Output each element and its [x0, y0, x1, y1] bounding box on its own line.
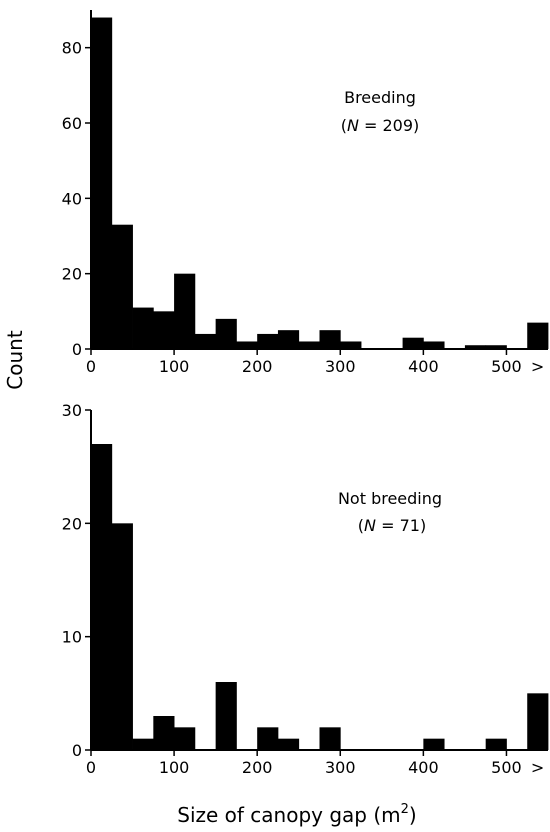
breeding-bar-75: [153, 311, 175, 349]
not-breeding-y-tick-label-10: 10: [62, 628, 82, 647]
not-breeding-bars: [91, 444, 549, 750]
breeding-bar-225: [277, 330, 300, 349]
breeding-x-tick-label-200: 200: [242, 357, 273, 376]
breeding-overflow-marker: >: [531, 357, 544, 376]
x-axis-title-close: ): [409, 803, 417, 827]
breeding-y-tick-label-20: 20: [62, 265, 82, 284]
breeding-y-tick-label-60: 60: [62, 114, 82, 133]
not-breeding-x-tick-label-500: 500: [491, 758, 522, 777]
x-axis-title-superscript: 2: [401, 802, 409, 817]
breeding-bar-450: [464, 345, 487, 349]
breeding-x-tick-label-500: 500: [491, 357, 522, 376]
breeding-x-tick-label-100: 100: [159, 357, 190, 376]
breeding-annotation-title: Breeding: [344, 88, 416, 107]
y-axis-title: Count: [3, 330, 27, 390]
not-breeding-x-tick-label-100: 100: [159, 758, 190, 777]
breeding-bars: [91, 17, 549, 350]
breeding-bar-250: [298, 341, 320, 349]
not-breeding-annotation-n: (N = 71): [358, 516, 426, 535]
not-breeding-bar-525: [527, 693, 549, 750]
not-breeding-bar-200: [257, 727, 279, 750]
not-breeding-bar-100: [174, 727, 196, 750]
breeding-bar-275: [319, 330, 341, 349]
breeding-x-tick-label-300: 300: [325, 357, 356, 376]
not-breeding-bar-150: [215, 682, 237, 750]
breeding-y-tick-label-40: 40: [62, 189, 82, 208]
breeding-bar-475: [485, 345, 507, 349]
breeding-bar-375: [402, 337, 424, 349]
breeding-n-symbol: N: [347, 116, 359, 135]
not-breeding-bar-75: [153, 716, 175, 750]
not-breeding-bar-0: [91, 444, 113, 750]
not-breeding-annotation-title: Not breeding: [338, 489, 442, 508]
breeding-axes: 0 20 40 60 80 0 100 200 300 400 500 >: [62, 10, 548, 376]
breeding-y-tick-label-0: 0: [72, 340, 82, 359]
breeding-bar-0: [91, 17, 113, 350]
not-breeding-x-tick-label-0: 0: [86, 758, 96, 777]
not-breeding-bar-25: [111, 523, 133, 750]
breeding-x-tick-label-0: 0: [86, 357, 96, 376]
not-breeding-bar-400: [423, 738, 445, 750]
not-breeding-n-symbol: N: [364, 516, 376, 535]
not-breeding-bar-225: [277, 738, 300, 750]
not-breeding-y-tick-label-30: 30: [62, 401, 82, 420]
not-breeding-overflow-marker: >: [531, 758, 544, 777]
breeding-x-tick-label-400: 400: [408, 357, 439, 376]
breeding-bar-525: [527, 322, 549, 349]
not-breeding-bar-275: [319, 727, 341, 750]
breeding-bar-100: [174, 273, 196, 349]
breeding-bar-300: [340, 341, 362, 349]
not-breeding-bar-475: [485, 738, 507, 750]
breeding-bar-200: [257, 333, 279, 349]
breeding-bar-125: [194, 333, 217, 349]
breeding-n-open: (: [341, 116, 347, 135]
breeding-bar-400: [423, 341, 445, 349]
breeding-bar-150: [215, 318, 237, 349]
breeding-n-rest: = 209): [359, 116, 419, 135]
breeding-histogram: 0 20 40 60 80 0 100 200 300 400 500 > Breeding (N =…: [62, 10, 549, 376]
x-axis-title-main: Size of canopy gap (m: [177, 803, 400, 827]
not-breeding-y-tick-label-20: 20: [62, 514, 82, 533]
not-breeding-x-tick-label-200: 200: [242, 758, 273, 777]
not-breeding-n-rest: = 71): [376, 516, 426, 535]
not-breeding-n-open: (: [358, 516, 364, 535]
not-breeding-bar-50: [132, 738, 154, 750]
breeding-bar-50: [132, 307, 154, 349]
breeding-annotation-n: (N = 209): [341, 116, 420, 135]
not-breeding-y-tick-label-0: 0: [72, 741, 82, 760]
x-axis-title: Size of canopy gap (m2): [177, 802, 416, 827]
breeding-bar-25: [111, 224, 133, 349]
not-breeding-x-tick-label-300: 300: [325, 758, 356, 777]
breeding-y-tick-label-80: 80: [62, 39, 82, 58]
breeding-bar-175: [236, 341, 258, 349]
not-breeding-x-tick-label-400: 400: [408, 758, 439, 777]
